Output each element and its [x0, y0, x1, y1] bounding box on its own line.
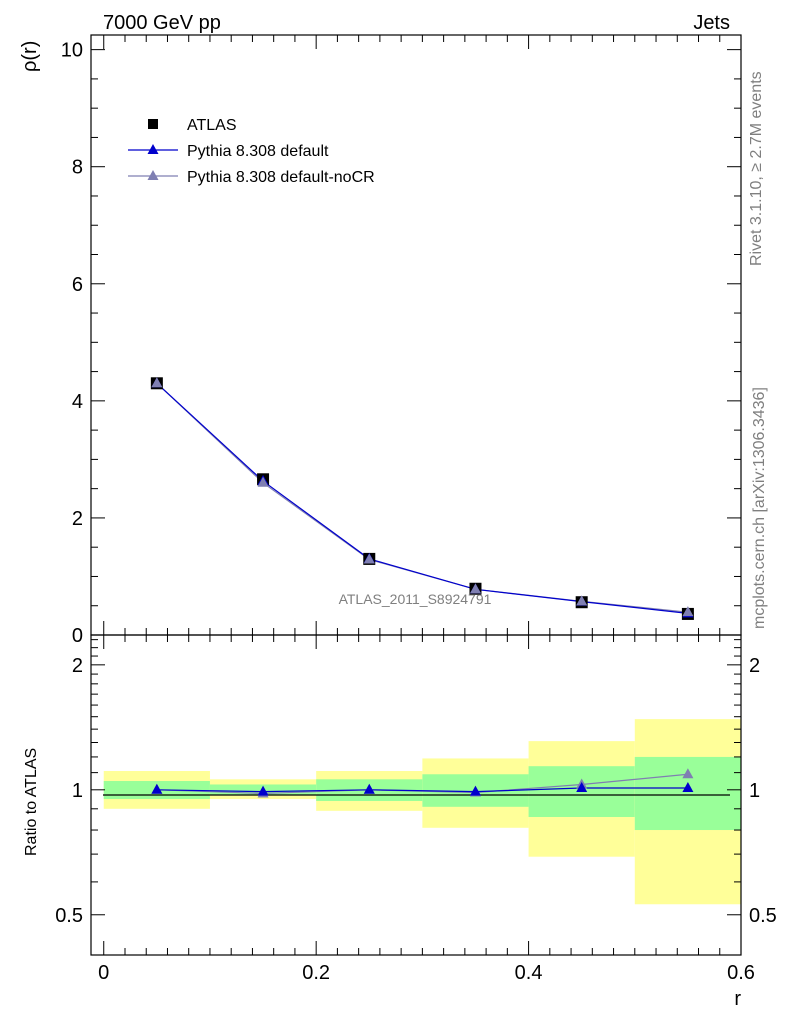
ratio-frame — [90, 634, 742, 956]
ratio-plot: 0.5 1 2 0.5 1 2 0 0.2 0.4 0.6 Ratio to ATLAS r — [23, 634, 777, 1010]
main-point-series-2 — [363, 553, 375, 564]
x-tick-label: 0.4 — [515, 962, 543, 984]
ratio-series-lines — [156, 773, 688, 795]
main-y-tick-label: 4 — [72, 391, 83, 413]
x-tick-labels: 0 0.2 0.4 0.6 — [98, 962, 755, 984]
main-point-series-2 — [469, 583, 481, 594]
legend-entry-atlas: ATLAS — [148, 117, 237, 134]
inner-band — [634, 756, 741, 831]
ratio-line-series-0 — [156, 787, 688, 793]
main-y-axis-label: ρ(r) — [19, 41, 41, 72]
header-left: 7000 GeV pp — [103, 12, 221, 34]
side-text-top: Rivet 3.1.10, ≥ 2.7M events — [748, 71, 765, 266]
main-y-tick-label: 6 — [72, 274, 83, 296]
ratio-point-series-0 — [682, 782, 694, 793]
ratio-y-tick-label-right: 1 — [749, 780, 760, 802]
main-line-series-2 — [156, 382, 688, 613]
main-series-markers — [150, 377, 694, 620]
legend-entry-pythia-default: Pythia 8.308 default — [128, 143, 329, 160]
analysis-label: ATLAS_2011_S8924791 — [339, 591, 492, 607]
main-y-tick-label: 0 — [72, 625, 83, 647]
legend-label-atlas: ATLAS — [187, 117, 237, 134]
ratio-uncertainty-bands — [103, 719, 741, 905]
ratio-point-series-0 — [576, 782, 588, 793]
legend-marker-pythia-default — [147, 144, 159, 154]
ratio-series-markers — [151, 768, 694, 798]
main-y-tick-label: 8 — [72, 157, 83, 179]
main-point-series-2 — [682, 606, 694, 617]
ratio-point-series-1 — [682, 768, 694, 779]
main-series-lines — [156, 382, 688, 614]
ratio-point-series-0 — [257, 785, 269, 796]
legend-label-pythia-nocr: Pythia 8.308 default-noCR — [187, 169, 375, 186]
legend-entry-pythia-nocr: Pythia 8.308 default-noCR — [128, 169, 375, 186]
ratio-point-series-0 — [469, 785, 481, 796]
legend: ATLAS Pythia 8.308 default Pythia 8.308 … — [128, 117, 375, 186]
ratio-y-tick-label: 1 — [72, 780, 83, 802]
legend-marker-pythia-nocr — [147, 170, 159, 180]
header-right: Jets — [693, 12, 730, 34]
ratio-y-tick-label-right: 2 — [749, 655, 760, 677]
ratio-y-tick-labels-right: 0.5 1 2 — [749, 655, 777, 927]
legend-label-pythia-default: Pythia 8.308 default — [187, 143, 329, 160]
ratio-point-series-0 — [363, 783, 375, 794]
main-y-tick-label: 10 — [61, 40, 83, 62]
legend-marker-atlas — [148, 119, 158, 129]
ratio-y-tick-label: 2 — [72, 655, 83, 677]
main-line-series-1 — [156, 382, 688, 614]
main-point-series-2 — [257, 476, 269, 487]
main-point-series-2 — [151, 377, 163, 388]
ratio-y-axis-label: Ratio to ATLAS — [23, 748, 40, 856]
ratio-axis-ticks — [91, 635, 742, 955]
main-y-tick-label: 2 — [72, 508, 83, 530]
main-plot: 0 2 4 6 8 10 ρ(r) ATLAS_2011_S8924791 ATLAS P… — [19, 34, 742, 647]
ratio-y-tick-label-right: 0.5 — [749, 905, 777, 927]
ratio-y-tick-labels-left: 0.5 1 2 — [55, 655, 83, 927]
main-y-tick-labels: 0 2 4 6 8 10 — [61, 40, 83, 647]
x-axis-label: r — [734, 988, 741, 1010]
side-text-bottom: mcplots.cern.ch [arXiv:1306.3436] — [751, 387, 768, 629]
x-tick-label: 0.2 — [302, 962, 330, 984]
main-point-series-2 — [576, 595, 588, 606]
x-tick-label: 0 — [98, 962, 109, 984]
x-tick-label: 0.6 — [727, 962, 755, 984]
ratio-point-series-0 — [151, 783, 163, 794]
ratio-y-tick-label: 0.5 — [55, 905, 83, 927]
